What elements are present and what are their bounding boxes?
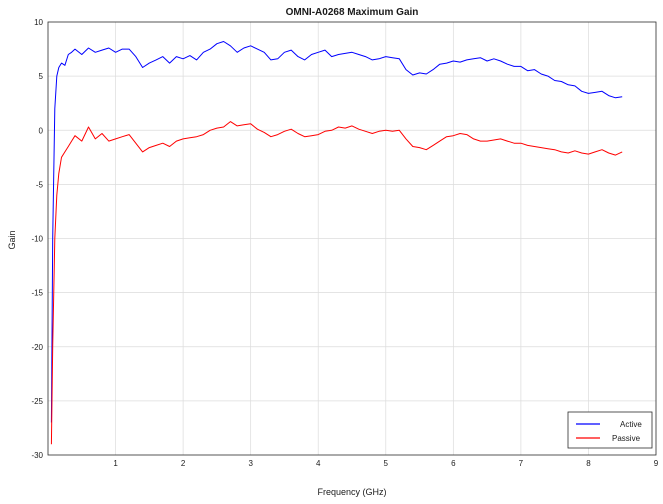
x-tick-label: 6 (451, 459, 456, 468)
tick-labels: 1 2 3 4 5 6 7 8 9 10 5 0 -5 -10 -15 -20 -25 -30 (31, 18, 658, 468)
y-tick-label: 5 (39, 72, 44, 81)
chart-title: OMNI-A0268 Maximum Gain (286, 7, 419, 18)
x-tick-label: 1 (113, 459, 118, 468)
y-tick-label: -15 (31, 289, 43, 298)
y-tick-label: -25 (31, 397, 43, 406)
x-tick-label: 3 (248, 459, 253, 468)
grid (48, 22, 656, 455)
legend-label-active: Active (620, 420, 642, 429)
y-tick-label: -5 (36, 180, 44, 189)
series-layer (50, 41, 623, 445)
y-tick-label: 10 (34, 18, 43, 27)
x-tick-label: 5 (384, 459, 389, 468)
legend-box (567, 411, 653, 449)
legend-label-passive: Passive (612, 434, 641, 443)
y-tick-label: -10 (31, 235, 43, 244)
y-tick-label: -30 (31, 451, 43, 460)
y-axis-label: Gain (7, 230, 17, 249)
legend: Active Passive (567, 411, 653, 449)
x-tick-label: 2 (181, 459, 186, 468)
plot-frame (47, 21, 657, 456)
x-axis-label: Frequency (GHz) (317, 487, 386, 497)
x-tick-label: 4 (316, 459, 321, 468)
x-tick-label: 7 (519, 459, 524, 468)
series-line-active (50, 41, 623, 423)
y-tick-label: -20 (31, 343, 43, 352)
y-tick-label: 0 (39, 126, 44, 135)
x-tick-label: 8 (586, 459, 591, 468)
x-tick-label: 9 (654, 459, 659, 468)
series-line-passive (50, 121, 623, 445)
